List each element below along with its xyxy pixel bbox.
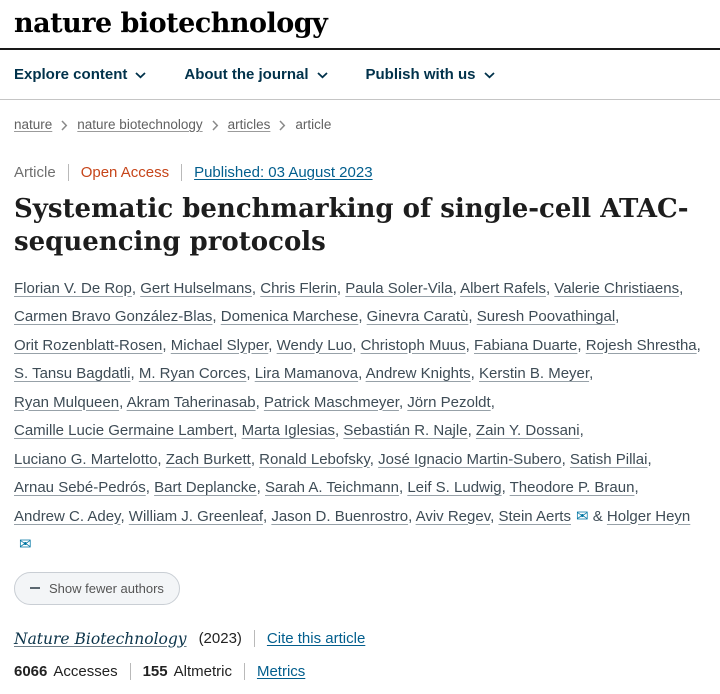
author-link[interactable]: Carmen Bravo González-Blas	[14, 308, 213, 325]
nav-explore-content[interactable]: Explore content	[14, 66, 146, 83]
author-link[interactable]: M. Ryan Corces	[138, 365, 247, 382]
breadcrumb-article-current: article	[295, 117, 332, 132]
author-link[interactable]: Michael Slyper	[170, 336, 269, 354]
main-nav: Explore content About the journal Publis…	[0, 50, 720, 99]
author-link[interactable]: Zain Y. Dossani	[475, 422, 580, 439]
show-fewer-authors-button[interactable]: Show fewer authors	[14, 571, 180, 605]
article-meta-row: Article Open Access Published: 03 August…	[14, 164, 706, 181]
altmetric-value: 155	[142, 662, 168, 680]
author-link[interactable]: Suresh Poovathingal	[476, 308, 616, 325]
nav-explore-content-label: Explore content	[14, 66, 128, 83]
authors-list: Florian V. De Rop, Gert Hulselmans, Chri…	[14, 279, 701, 554]
author-link[interactable]: Orit Rozenblatt-Rosen	[14, 336, 163, 354]
author-link[interactable]: Albert Rafels	[460, 279, 546, 297]
email-envelope-icon[interactable]: ✉	[575, 507, 589, 525]
author-link[interactable]: Rojesh Shrestha	[585, 336, 697, 354]
author-link[interactable]: Fabiana Duarte	[473, 336, 578, 354]
author-link[interactable]: Andrew Knights	[365, 365, 471, 382]
author-link[interactable]: Arnau Sebé-Pedrós	[14, 479, 146, 496]
divider	[253, 630, 255, 647]
accesses-metric: 6066 Accesses	[14, 663, 118, 680]
author-link[interactable]: Satish Pillai	[569, 450, 648, 468]
author-link[interactable]: Stein Aerts	[498, 507, 571, 525]
metrics-row: 6066 Accesses 155 Altmetric Metrics	[14, 662, 706, 694]
author-link[interactable]: Aviv Regev	[415, 507, 491, 525]
chevron-right-icon	[279, 119, 286, 131]
author-link[interactable]: Ronald Lebofsky	[259, 450, 370, 468]
masthead-divider	[0, 48, 720, 50]
journal-logo[interactable]: nature biotechnology	[14, 8, 328, 39]
masthead: nature biotechnology	[0, 0, 720, 48]
open-access-label: Open Access	[80, 164, 170, 181]
minus-icon	[30, 587, 40, 589]
author-link[interactable]: Sarah A. Teichmann	[265, 479, 399, 496]
author-link[interactable]: Gert Hulselmans	[140, 279, 252, 297]
chevron-right-icon	[61, 119, 68, 131]
author-link[interactable]: Leif S. Ludwig	[407, 479, 502, 496]
citation-year: (2023)	[198, 630, 242, 647]
author-link[interactable]: Florian V. De Rop	[14, 279, 132, 297]
citation-row: Nature Biotechnology (2023) Cite this ar…	[14, 630, 706, 648]
author-link[interactable]: Ginevra Caratù	[366, 308, 469, 325]
author-link[interactable]: Kerstin B. Meyer	[479, 365, 590, 382]
author-link[interactable]: Ryan Mulqueen	[14, 393, 120, 411]
author-link[interactable]: Christoph Muus	[360, 336, 466, 354]
author-link[interactable]: Paula Soler-Vila	[345, 279, 453, 297]
breadcrumb: nature nature biotechnology articles art…	[0, 100, 720, 132]
nav-publish-with-us[interactable]: Publish with us	[366, 66, 495, 83]
chevron-down-icon	[316, 66, 328, 83]
chevron-down-icon	[483, 66, 495, 83]
divider	[181, 164, 183, 181]
author-link[interactable]: Sebastián R. Najle	[343, 422, 468, 439]
divider	[67, 164, 69, 181]
author-link[interactable]: Akram Taherinasab	[126, 393, 256, 411]
breadcrumb-articles[interactable]: articles	[227, 117, 271, 132]
author-link[interactable]: Domenica Marchese	[220, 308, 359, 325]
author-link[interactable]: Camille Lucie Germaine Lambert	[14, 422, 234, 439]
nav-publish-with-us-label: Publish with us	[365, 66, 476, 83]
author-link[interactable]: Marta Iglesias	[241, 422, 335, 439]
author-link[interactable]: José Ignacio Martin-Subero	[378, 450, 562, 468]
author-link[interactable]: Zach Burkett	[165, 450, 251, 468]
author-link[interactable]: Chris Flerin	[260, 279, 337, 297]
breadcrumb-nature-biotechnology[interactable]: nature biotechnology	[77, 117, 203, 132]
author-link[interactable]: Jason D. Buenrostro	[271, 507, 409, 525]
nav-divider	[0, 99, 720, 100]
author-link[interactable]: Bart Deplancke	[154, 479, 257, 496]
author-link[interactable]: Lira Mamanova	[254, 365, 359, 382]
altmetric-metric: 155 Altmetric	[143, 663, 232, 680]
accesses-label: Accesses	[53, 662, 118, 680]
author-link[interactable]: William J. Greenleaf	[128, 507, 263, 525]
author-link[interactable]: Jörn Pezoldt	[407, 393, 491, 411]
author-link[interactable]: Valerie Christiaens	[554, 279, 680, 297]
article-title: Systematic benchmarking of single-cell A…	[14, 194, 689, 257]
nav-about-the-journal-label: About the journal	[184, 66, 309, 83]
metrics-link[interactable]: Metrics	[256, 662, 306, 680]
author-link[interactable]: S. Tansu Bagdatli	[14, 365, 131, 382]
show-fewer-authors-label: Show fewer authors	[49, 580, 164, 596]
author-link[interactable]: Andrew C. Adey	[14, 507, 121, 525]
nav-about-the-journal[interactable]: About the journal	[184, 66, 328, 83]
accesses-value: 6066	[14, 662, 48, 680]
divider	[243, 662, 245, 680]
cite-this-article-link[interactable]: Cite this article	[266, 630, 366, 647]
author-link[interactable]: Theodore P. Braun	[509, 479, 635, 496]
journal-name-link[interactable]: Nature Biotechnology	[14, 629, 187, 648]
author-link[interactable]: Wendy Luo	[276, 336, 353, 354]
published-date-link[interactable]: Published: 03 August 2023	[194, 164, 373, 181]
article-type-label: Article	[14, 164, 56, 181]
article-content: Article Open Access Published: 03 August…	[0, 164, 720, 694]
author-link[interactable]: Patrick Maschmeyer	[263, 393, 399, 411]
altmetric-label: Altmetric	[173, 662, 232, 680]
breadcrumb-nature[interactable]: nature	[14, 117, 53, 132]
divider	[129, 662, 131, 680]
author-link[interactable]: Holger Heyn	[606, 507, 691, 525]
chevron-right-icon	[212, 119, 219, 131]
chevron-down-icon	[135, 66, 146, 83]
email-envelope-icon[interactable]: ✉	[19, 536, 32, 553]
author-link[interactable]: Luciano G. Martelotto	[14, 450, 158, 468]
